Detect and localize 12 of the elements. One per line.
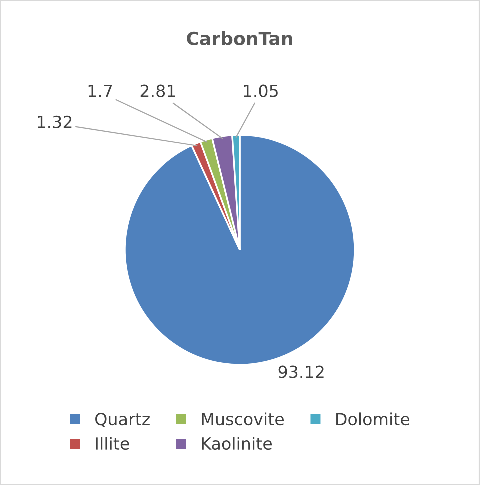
legend-label: Muscovite [202, 412, 284, 426]
data-label: 2.81 [140, 84, 176, 98]
legend-label: Illite [96, 437, 130, 450]
legend-label: Dolomite [336, 412, 410, 426]
data-label: 93.12 [278, 366, 324, 378]
chart-title: CarbonTan [187, 32, 292, 46]
legend-label: Quartz [96, 412, 150, 428]
legend-label: Kaolinite [202, 437, 272, 450]
data-label: 1.7 [88, 84, 112, 98]
data-label: 1.32 [38, 116, 72, 128]
pie-slice [124, 134, 356, 366]
data-label: 1.05 [244, 84, 278, 98]
